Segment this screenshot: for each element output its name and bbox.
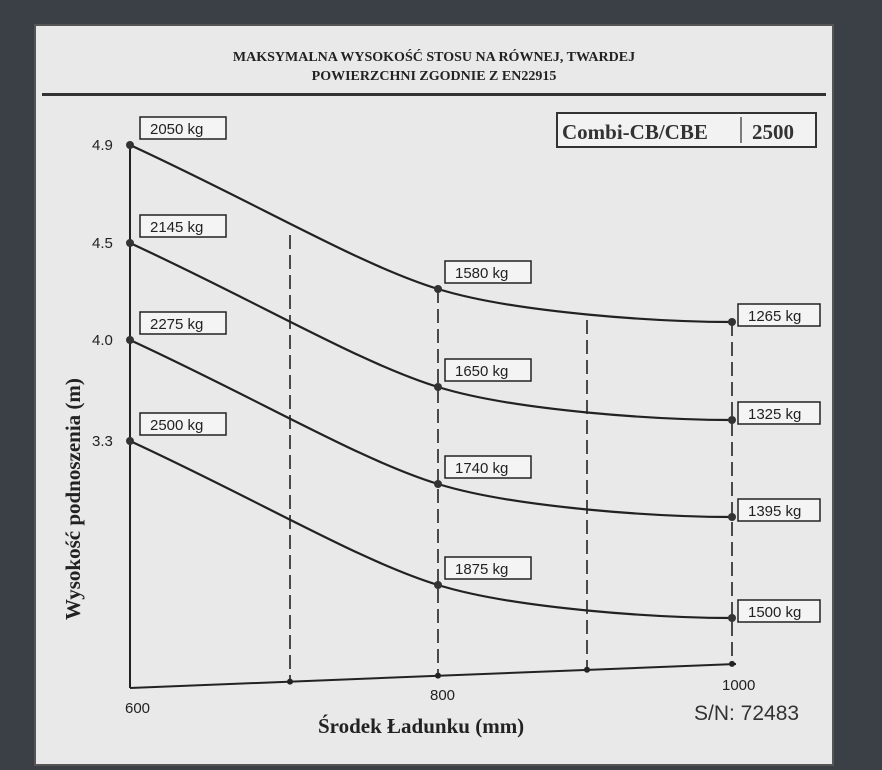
x-tick-label: 800 — [430, 687, 455, 704]
y-tick-label: 4.9 — [92, 137, 113, 154]
data-point — [728, 614, 736, 622]
title-line-1: MAKSYMALNA WYSOKOŚĆ STOSU NA RÓWNEJ, TWA… — [232, 50, 636, 65]
title-line-2: POWIERZCHNI ZGODNIE Z EN22915 — [311, 69, 557, 84]
data-label-box — [139, 116, 227, 140]
y-tick-label: 4.5 — [92, 235, 113, 252]
data-label: 2145 kg — [150, 219, 203, 236]
divider — [42, 93, 826, 96]
data-label-box — [737, 498, 821, 522]
data-label: 1265 kg — [748, 308, 801, 325]
data-point — [434, 285, 442, 293]
data-label: 1500 kg — [748, 604, 801, 621]
data-point — [126, 239, 134, 247]
model-box: Combi-CB/CBE 2500 — [556, 112, 817, 148]
data-label-box — [139, 214, 227, 238]
data-label: 1875 kg — [455, 561, 508, 578]
data-label: 1325 kg — [748, 406, 801, 423]
data-label: 1650 kg — [455, 363, 508, 380]
data-label-box — [444, 556, 532, 580]
data-point — [728, 416, 736, 424]
data-point — [434, 581, 442, 589]
x-axis — [129, 663, 737, 689]
model-name: Combi-CB/CBE — [562, 120, 708, 144]
data-point — [126, 141, 134, 149]
data-point — [728, 318, 736, 326]
y-axis-title: Wysokość podnoszenia (m) — [61, 378, 85, 620]
data-point — [126, 437, 134, 445]
series-line — [129, 440, 733, 620]
data-label: 2050 kg — [150, 121, 203, 138]
data-point — [728, 513, 736, 521]
data-label: 1580 kg — [455, 265, 508, 282]
serial-number: S/N: 72483 — [694, 702, 799, 725]
y-tick-label: 3.3 — [92, 433, 113, 450]
axis-tick — [729, 660, 735, 667]
chart-title: MAKSYMALNA WYSOKOŚĆ STOSU NA RÓWNEJ, TWA… — [36, 48, 832, 86]
data-point — [126, 336, 134, 344]
data-label: 1740 kg — [455, 460, 508, 477]
axis-tick — [287, 678, 293, 685]
data-label-box — [737, 599, 821, 623]
data-label-box — [444, 358, 532, 382]
axis-tick — [584, 666, 590, 673]
data-label-box — [444, 455, 532, 479]
data-label: 2500 kg — [150, 417, 203, 434]
model-capacity: 2500 — [752, 120, 794, 144]
data-label: 1395 kg — [748, 503, 801, 520]
x-tick-label: 600 — [125, 700, 150, 717]
x-tick-label: 1000 — [722, 677, 755, 694]
data-label-box — [737, 401, 821, 425]
y-tick-label: 4.0 — [92, 332, 113, 349]
x-axis-title: Środek Ładunku (mm) — [318, 714, 524, 738]
data-label: 2275 kg — [150, 316, 203, 333]
data-label-box — [139, 412, 227, 436]
data-point — [434, 383, 442, 391]
data-label-box — [444, 260, 532, 284]
axis-tick — [435, 672, 441, 679]
data-label-box — [139, 311, 227, 335]
data-label-box — [737, 303, 821, 327]
data-point — [434, 480, 442, 488]
